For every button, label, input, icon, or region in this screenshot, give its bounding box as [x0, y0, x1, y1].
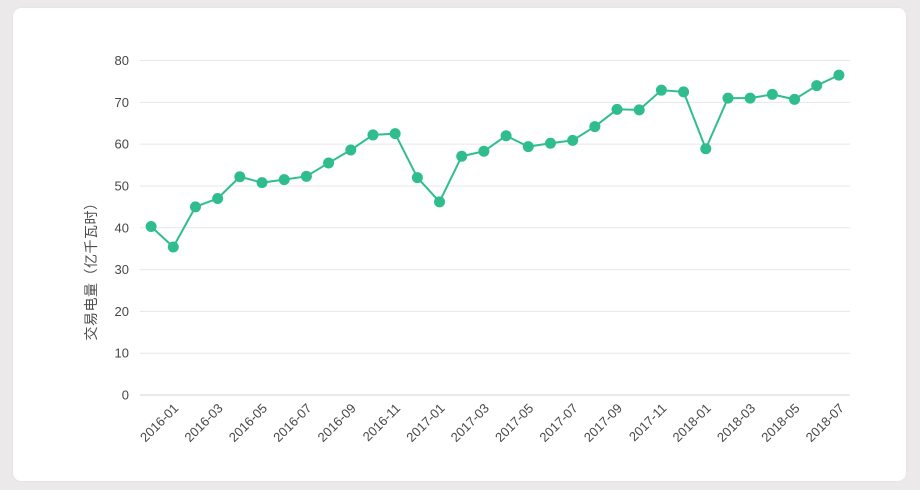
y-tick-label: 70	[115, 95, 129, 110]
y-tick-label: 50	[115, 178, 129, 193]
x-tick-label: 2017-03	[448, 401, 492, 445]
data-point[interactable]	[234, 171, 246, 183]
data-point[interactable]	[145, 220, 157, 232]
data-point[interactable]	[700, 143, 712, 155]
data-point[interactable]	[323, 157, 335, 169]
data-point[interactable]	[789, 93, 801, 105]
data-point[interactable]	[589, 121, 601, 133]
x-tick-label: 2017-07	[536, 401, 580, 445]
y-tick-label: 20	[115, 304, 129, 319]
x-tick-label: 2017-05	[492, 401, 536, 445]
data-point[interactable]	[833, 69, 845, 81]
y-tick-label: 10	[115, 346, 129, 361]
x-tick-label: 2016-07	[270, 401, 314, 445]
data-point[interactable]	[456, 150, 468, 162]
data-point[interactable]	[633, 104, 645, 116]
x-tick-label: 2018-07	[803, 401, 847, 445]
data-point[interactable]	[678, 86, 690, 98]
x-tick-label: 2016-01	[137, 401, 181, 445]
x-tick-label: 2016-11	[360, 401, 404, 445]
data-point[interactable]	[278, 174, 290, 186]
data-point[interactable]	[300, 170, 312, 182]
data-point[interactable]	[500, 130, 512, 142]
x-tick-label: 2017-09	[581, 401, 625, 445]
data-point[interactable]	[611, 103, 623, 115]
chart-card	[13, 8, 906, 481]
data-point[interactable]	[478, 145, 490, 157]
data-point[interactable]	[811, 80, 823, 92]
data-point[interactable]	[544, 137, 556, 149]
data-point[interactable]	[167, 241, 179, 253]
data-point[interactable]	[722, 92, 734, 104]
x-tick-label: 2018-03	[714, 401, 758, 445]
data-point[interactable]	[212, 192, 224, 204]
data-point[interactable]	[367, 129, 379, 141]
x-tick-label: 2016-03	[181, 401, 225, 445]
x-tick-label: 2016-05	[226, 401, 270, 445]
series-line	[150, 74, 840, 248]
data-point[interactable]	[411, 172, 423, 184]
data-point[interactable]	[434, 196, 446, 208]
x-tick-label: 2017-11	[626, 401, 670, 445]
data-point[interactable]	[766, 88, 778, 100]
x-tick-label: 2018-01	[670, 401, 714, 445]
y-tick-label: 80	[115, 53, 129, 68]
x-tick-label: 2017-01	[403, 401, 447, 445]
x-tick-label: 2018-05	[758, 401, 802, 445]
y-tick-label: 60	[115, 137, 129, 152]
data-point[interactable]	[389, 128, 401, 140]
data-point[interactable]	[189, 201, 201, 213]
data-point[interactable]	[567, 134, 579, 146]
data-point[interactable]	[744, 92, 756, 104]
y-tick-label: 40	[115, 220, 129, 235]
data-point[interactable]	[655, 84, 667, 96]
y-tick-label: 0	[122, 388, 129, 403]
y-tick-label: 30	[115, 262, 129, 277]
data-point[interactable]	[522, 141, 534, 153]
data-point[interactable]	[256, 177, 268, 189]
data-point[interactable]	[345, 144, 357, 156]
x-tick-label: 2016-09	[315, 401, 359, 445]
